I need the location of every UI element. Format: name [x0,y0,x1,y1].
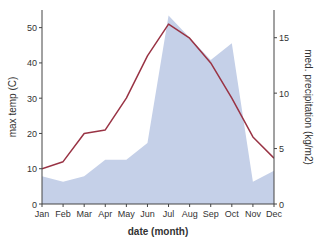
y-tick [39,98,42,99]
y-tick-label: 20 [27,129,37,139]
y2-tick-label: 0 [279,200,284,210]
x-tick [147,204,148,207]
area [42,16,274,204]
y-tick-label: 0 [32,200,37,210]
y2-tick [274,93,277,94]
x-axis-line [42,204,274,205]
x-tick [126,204,127,207]
x-axis-label: date (month) [128,226,189,237]
x-tick [84,204,85,207]
plot-area [42,16,274,204]
x-tick [105,204,106,207]
y-tick-label: 50 [27,23,37,33]
x-tick-label: Jul [163,209,175,219]
x-tick-label: Jan [35,209,50,219]
y-tick [39,62,42,63]
line [42,24,274,169]
x-tick-label: Oct [225,209,240,219]
x-tick-label: Dec [266,209,283,219]
y-tick [39,27,42,28]
y2-tick-label: 10 [279,89,289,99]
x-tick-label: Nov [245,209,262,219]
y-axis-line [42,10,43,204]
x-tick [63,204,64,207]
x-tick-label: Feb [55,209,71,219]
y-tick-label: 30 [27,94,37,104]
y-tick [39,133,42,134]
y-tick [39,168,42,169]
x-tick-label: Aug [182,209,198,219]
y-axis-label: max temp (C) [7,77,18,138]
x-tick-label: Jun [140,209,155,219]
axes: JanFebMarAprMayJunJulAugSepOctNovDec0102… [7,10,314,237]
y2-tick [274,148,277,149]
y2-tick-label: 5 [279,144,284,154]
x-tick [231,204,232,207]
y2-axis-label: med. precipitation (kg/m2) [303,49,314,165]
chart-container: JanFebMarAprMayJunJulAugSepOctNovDec0102… [0,0,318,242]
x-tick [189,204,190,207]
y2-tick-label: 15 [279,33,289,43]
y-tick-label: 40 [27,58,37,68]
y-tick [39,204,42,205]
x-tick-label: Sep [203,209,219,219]
y-tick-label: 10 [27,164,37,174]
x-tick [252,204,253,207]
y2-tick [274,37,277,38]
y2-tick [274,204,277,205]
x-tick [210,204,211,207]
x-tick-label: Mar [76,209,92,219]
x-tick [168,204,169,207]
x-tick-label: Apr [98,209,112,219]
chart: JanFebMarAprMayJunJulAugSepOctNovDec0102… [0,0,318,242]
x-tick-label: May [118,209,136,219]
y2-axis-line [274,10,275,204]
